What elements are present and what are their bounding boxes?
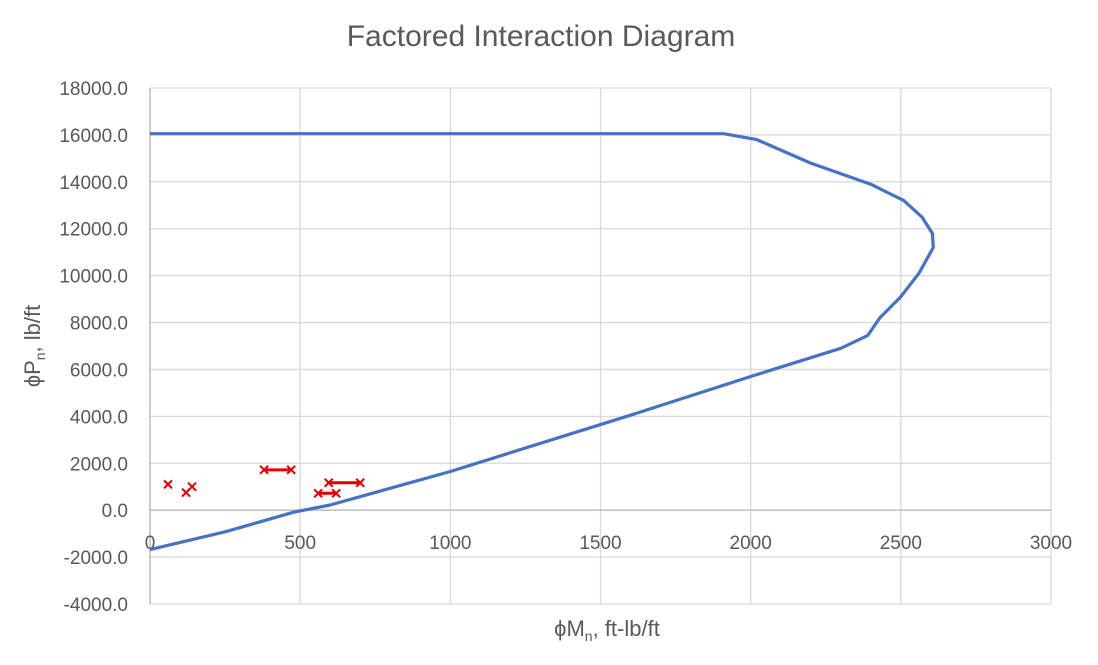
y-axis-label-sub: n: [32, 352, 48, 360]
y-tick-label: 18000.0: [59, 79, 128, 100]
x-tick-labels: 0 500 1000 1500 2000 2500 3000: [145, 533, 1072, 554]
chart-title: Factored Interaction Diagram: [347, 20, 736, 53]
x-tick-label: 2000: [730, 533, 772, 554]
y-tick-label: 2000.0: [70, 454, 128, 475]
x-axis-label: ϕMn, ft-lb/ft: [554, 616, 660, 644]
y-tick-label: 0.0: [102, 501, 128, 522]
load-point-marker: [259, 465, 269, 475]
load-point-marker: [187, 482, 197, 492]
y-tick-label: 12000.0: [59, 220, 128, 241]
load-point-marker: [163, 479, 173, 490]
x-axis-label-base: ϕM: [554, 616, 585, 641]
x-axis-label-sub: n: [585, 628, 593, 644]
gridlines: [149, 87, 1052, 605]
x-tick-label: 1500: [579, 533, 621, 554]
y-tick-labels: 18000.0 16000.0 14000.0 12000.0 10000.0 8000.…: [59, 79, 128, 616]
interaction-curve-line: [149, 132, 935, 552]
data-series: [149, 132, 935, 552]
x-axis-label-rest: , ft-lb/ft: [593, 616, 660, 641]
y-tick-label: 8000.0: [70, 314, 128, 335]
y-axis-label: ϕPn, lb/ft: [20, 305, 48, 387]
y-tick-label: 4000.0: [70, 407, 128, 428]
load-point-marker: [286, 465, 296, 475]
x-tick-label: 500: [284, 533, 316, 554]
y-tick-label: -2000.0: [64, 548, 128, 569]
y-axis-label-rest: , lb/ft: [20, 305, 45, 353]
y-tick-label: 10000.0: [59, 267, 128, 288]
load-point-marker: [313, 488, 323, 499]
y-tick-label: 16000.0: [59, 126, 128, 147]
load-point-marker: [355, 478, 365, 488]
x-tick-label: 0: [145, 533, 156, 554]
y-tick-label: 6000.0: [70, 360, 128, 381]
x-tick-label: 1000: [429, 533, 471, 554]
load-point-marker: [323, 478, 334, 488]
y-tick-label: -4000.0: [64, 595, 128, 616]
load-point-marker: [331, 488, 341, 499]
x-tick-label: 3000: [1030, 533, 1072, 554]
y-tick-label: 14000.0: [59, 173, 128, 194]
x-tick-label: 2500: [880, 533, 922, 554]
y-axis-label-base: ϕP: [20, 360, 45, 387]
